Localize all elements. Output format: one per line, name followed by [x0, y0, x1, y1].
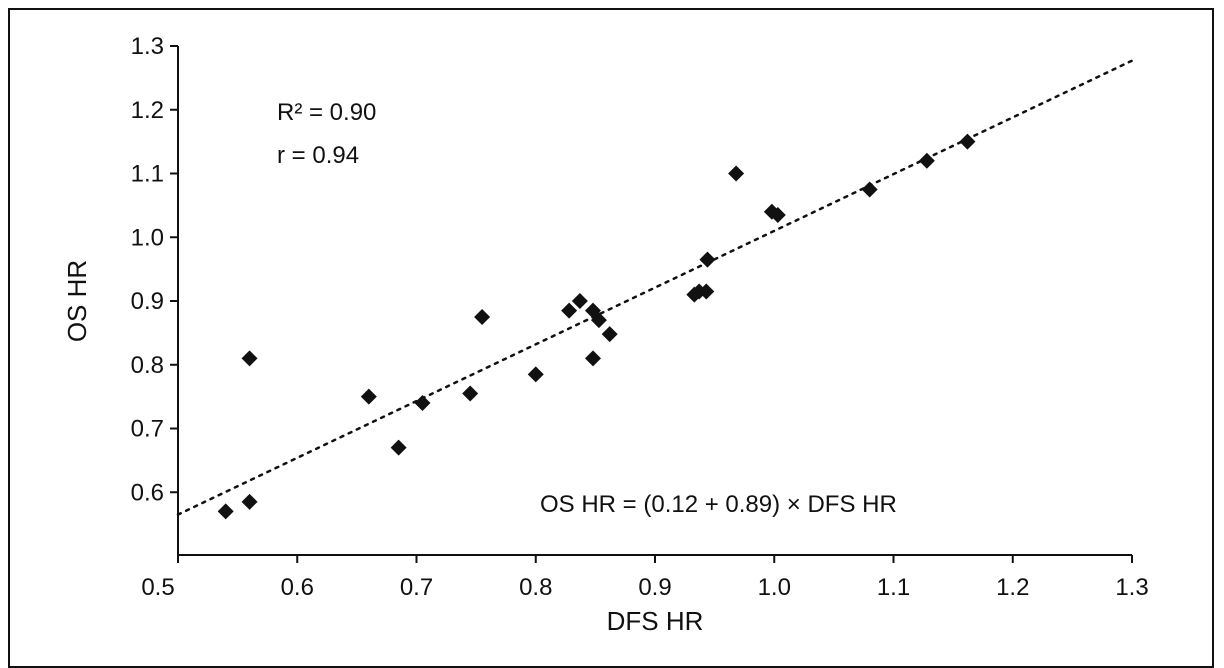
x-tick-label: 1.3 [1115, 574, 1148, 601]
y-tick-label: 0.7 [131, 416, 164, 443]
data-point [561, 302, 578, 319]
data-point [241, 493, 258, 510]
equation-label: OS HR = (0.12 + 0.89) × DFS HR [540, 491, 897, 518]
x-tick-label: 0.7 [400, 574, 433, 601]
data-point [861, 181, 878, 198]
trend-line [176, 59, 1134, 516]
y-tick-label: 1.3 [131, 33, 164, 60]
y-tick-label: 0.9 [131, 288, 164, 315]
data-point [414, 395, 431, 411]
data-point [698, 283, 715, 300]
data-point [728, 165, 745, 182]
data-point [527, 366, 544, 383]
data-point [217, 503, 234, 520]
r-squared-label: R² = 0.90 [277, 99, 376, 126]
data-point [474, 308, 491, 325]
y-ticks: 0.6 0.7 0.8 0.9 1.0 1.1 1.2 1.3 [131, 33, 178, 506]
data-point [699, 251, 716, 268]
x-tick-label: 0.9 [638, 574, 671, 601]
data-point [571, 293, 588, 309]
data-point [918, 152, 935, 169]
y-tick-label: 1.1 [131, 161, 164, 188]
data-point [959, 133, 976, 150]
x-ticks: 0.5 0.6 0.7 0.8 0.9 1.0 1.1 1.2 1.3 [141, 555, 1149, 601]
x-axis-title: DFS HR [607, 606, 704, 636]
y-tick-label: 1.2 [131, 97, 164, 124]
y-axis-title: OS HR [62, 260, 92, 342]
data-point [462, 385, 479, 402]
data-point [584, 350, 601, 367]
data-point [601, 326, 618, 343]
data-points [217, 133, 976, 520]
x-tick-label: 0.5 [141, 574, 174, 601]
x-tick-label: 1.2 [996, 574, 1029, 601]
r-label: r = 0.94 [277, 142, 359, 169]
x-tick-label: 1.0 [758, 574, 791, 601]
x-tick-label: 0.8 [519, 574, 552, 601]
y-tick-label: 1.0 [131, 224, 164, 251]
data-point [590, 312, 607, 329]
data-point [360, 388, 377, 405]
y-tick-label: 0.8 [131, 352, 164, 379]
x-tick-label: 0.6 [281, 574, 314, 601]
y-tick-label: 0.6 [131, 479, 164, 506]
data-point [390, 439, 407, 456]
data-point [769, 206, 786, 223]
data-point [241, 350, 258, 367]
x-tick-label: 1.1 [877, 574, 910, 601]
